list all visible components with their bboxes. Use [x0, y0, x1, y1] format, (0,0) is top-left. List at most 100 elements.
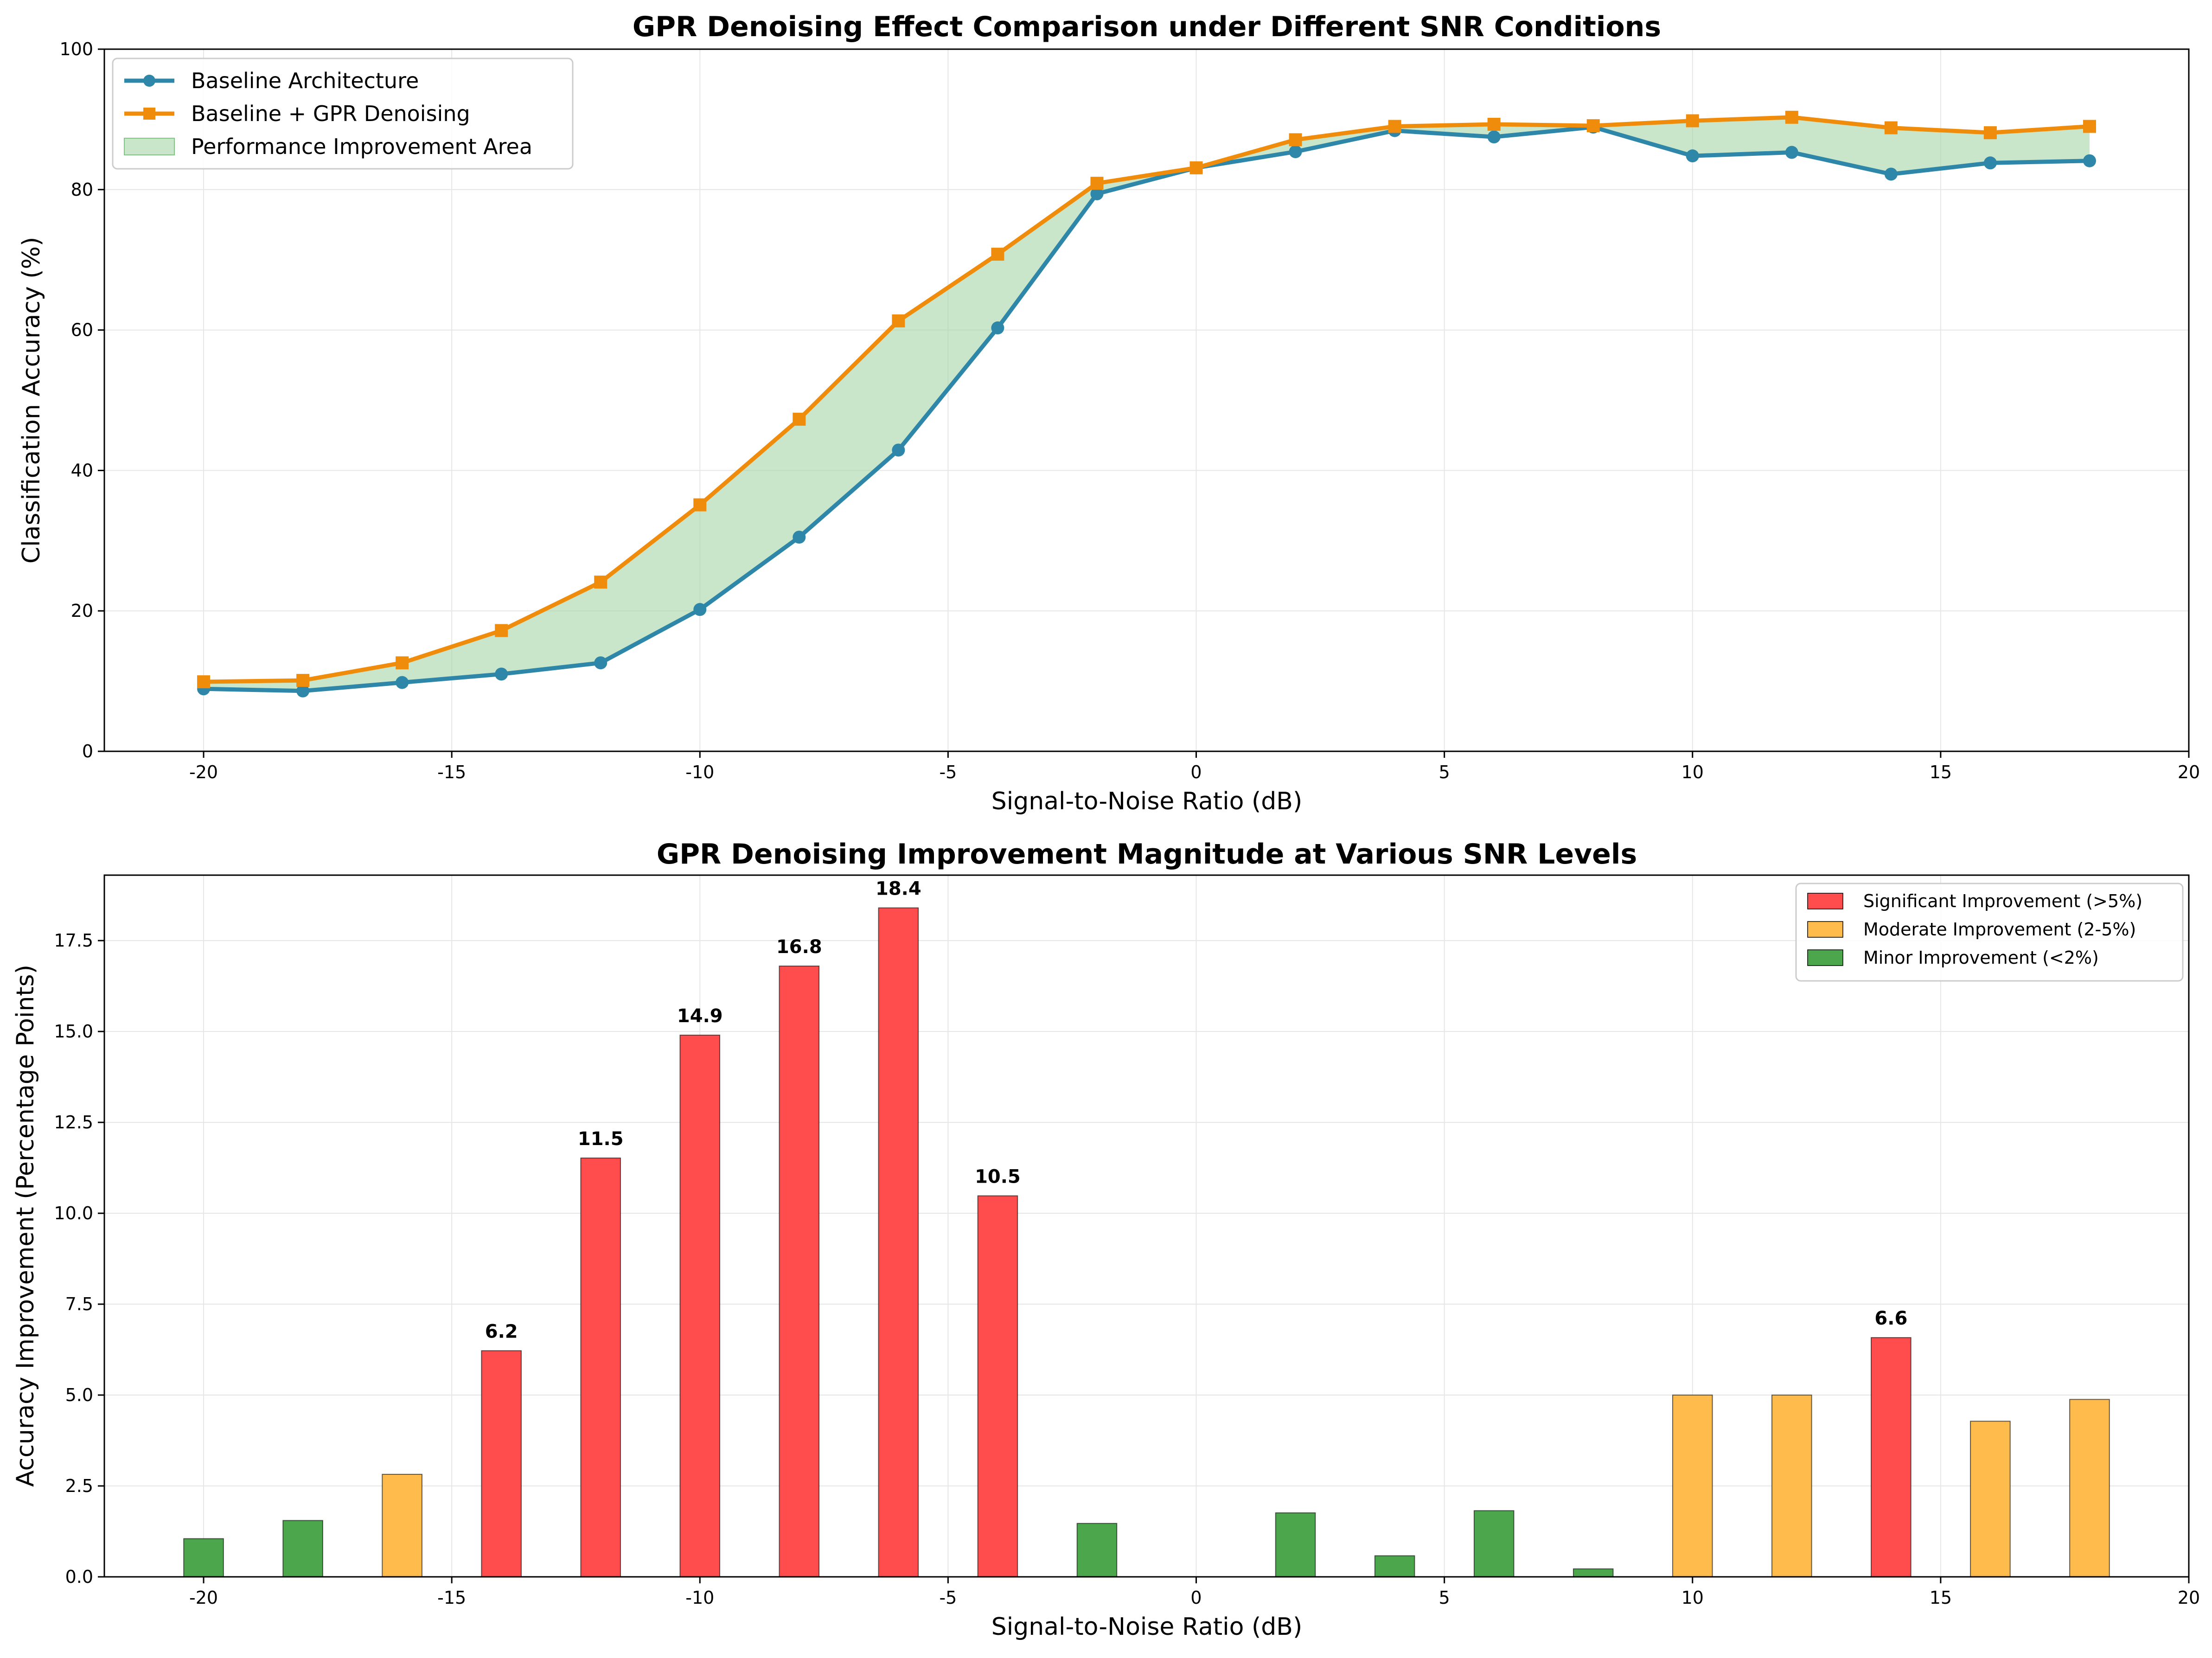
chart2-xtick-label: -10 — [685, 1588, 714, 1608]
gpr-point — [2083, 120, 2096, 133]
baseline-point — [892, 443, 905, 457]
gpr-point — [1686, 114, 1699, 128]
chart1-x-axis-label: Signal-to-Noise Ratio (dB) — [991, 787, 1303, 815]
chart2-x-ticks: -20 -15 -10 -5 0 5 10 15 20 — [189, 1577, 2200, 1608]
chart1-x-ticks: -20 -15 -10 -5 0 5 10 15 20 — [189, 751, 2200, 782]
chart1-xtick-label: 20 — [2178, 762, 2200, 782]
improvement-bar — [1970, 1421, 2011, 1577]
baseline-point — [1289, 145, 1302, 159]
improvement-bar — [1871, 1337, 1912, 1578]
improvement-bar — [878, 907, 919, 1577]
improvement-area — [204, 117, 2090, 691]
improvement-bar — [679, 1034, 721, 1577]
improvement-bar — [481, 1350, 522, 1577]
bar-value-label: 10.5 — [975, 1166, 1021, 1187]
baseline-point — [594, 656, 607, 670]
legend-minor-label: Minor Improvement (<2%) — [1863, 947, 2099, 968]
improvement-bar — [1672, 1395, 1713, 1577]
improvement-bar — [1374, 1555, 1415, 1577]
chart2-xtick-label: -20 — [189, 1588, 218, 1608]
improvement-bar — [282, 1520, 323, 1578]
chart1-improvement-area — [204, 117, 2090, 691]
chart1-xtick-label: 5 — [1439, 762, 1450, 782]
gpr-point — [1189, 161, 1203, 174]
chart1-ytick-label: 0 — [82, 741, 93, 762]
chart1-legend: Baseline Architecture Baseline + GPR Den… — [112, 58, 574, 170]
chart1-xtick-label: 10 — [1681, 762, 1704, 782]
accuracy-line-chart: GPR Denoising Effect Comparison under Di… — [18, 11, 2200, 815]
baseline-series-line — [203, 125, 2090, 693]
chart2-ytick-label: 0.0 — [65, 1567, 93, 1587]
chart1-series-lines — [203, 115, 2090, 693]
legend-significant-swatch — [1807, 893, 1843, 909]
chart2-xtick-label: 5 — [1439, 1588, 1450, 1608]
chart1-ytick-label: 20 — [71, 601, 93, 621]
gpr-point — [495, 624, 508, 637]
chart2-xtick-label: -15 — [437, 1588, 466, 1608]
gpr-point — [1586, 119, 1600, 133]
chart2-y-axis-label: Accuracy Improvement (Percentage Points) — [12, 965, 39, 1487]
improvement-bar — [2069, 1399, 2110, 1577]
improvement-bar-chart: GPR Denoising Improvement Magnitude at V… — [12, 838, 2200, 1641]
baseline-point — [1884, 167, 1898, 181]
bar-value-label: 6.2 — [485, 1321, 518, 1342]
improvement-bar — [1473, 1510, 1515, 1577]
chart2-y-ticks: 0.0 2.5 5.0 7.5 10.0 12.5 15.0 17.5 — [54, 930, 104, 1587]
chart1-xtick-label: -5 — [939, 762, 957, 782]
gpr-point — [396, 656, 409, 670]
gpr-point — [594, 576, 607, 589]
chart2-ytick-label: 2.5 — [65, 1476, 93, 1496]
chart1-ytick-label: 80 — [71, 179, 93, 200]
chart1-xtick-label: 15 — [1930, 762, 1952, 782]
gpr-point — [296, 674, 310, 687]
legend-baseline-marker-swatch — [143, 75, 155, 87]
chart2-xtick-label: 15 — [1930, 1588, 1952, 1608]
gpr-point — [892, 314, 905, 327]
chart1-markers — [197, 110, 2096, 698]
improvement-bar — [977, 1195, 1018, 1577]
chart2-ytick-label: 5.0 — [65, 1385, 93, 1405]
chart1-ytick-label: 60 — [71, 320, 93, 340]
chart1-xtick-label: 0 — [1190, 762, 1202, 782]
chart2-plot-frame — [103, 874, 2190, 1578]
gpr-point — [1884, 121, 1898, 134]
legend-gpr-label: Baseline + GPR Denoising — [191, 101, 470, 126]
chart2-title: GPR Denoising Improvement Magnitude at V… — [657, 838, 1637, 871]
gpr-point — [197, 675, 211, 689]
gpr-point — [1487, 117, 1501, 131]
chart2-legend: Significant Improvement (>5%) Moderate I… — [1795, 883, 2184, 982]
chart2-xtick-label: 20 — [2178, 1588, 2200, 1608]
chart2-ytick-label: 17.5 — [54, 930, 93, 951]
chart2-data-labels: 6.2 11.5 14.9 16.8 18.4 10.5 6.6 — [485, 878, 1908, 1343]
bar-value-label: 16.8 — [776, 936, 822, 958]
baseline-point — [2083, 154, 2096, 167]
chart1-xtick-label: -10 — [685, 762, 714, 782]
legend-area-swatch — [124, 138, 175, 155]
improvement-bar — [1573, 1568, 1614, 1578]
baseline-point — [296, 684, 310, 698]
baseline-point — [396, 676, 409, 689]
legend-moderate-label: Moderate Improvement (2-5%) — [1863, 919, 2136, 940]
chart2-legend-box — [1795, 883, 2184, 982]
chart2-ytick-label: 10.0 — [54, 1203, 93, 1223]
baseline-point — [1487, 130, 1501, 144]
chart1-xtick-label: -15 — [437, 762, 466, 782]
improvement-bar — [580, 1157, 621, 1577]
chart2-xtick-label: -5 — [939, 1588, 957, 1608]
improvement-bar — [183, 1538, 224, 1577]
legend-significant-label: Significant Improvement (>5%) — [1863, 891, 2142, 911]
improvement-bar — [779, 965, 820, 1577]
gpr-point — [1090, 177, 1104, 190]
chart1-plot-frame — [103, 48, 2190, 752]
gpr-series-line — [203, 115, 2090, 684]
baseline-point — [1983, 156, 1997, 170]
legend-minor-swatch — [1807, 949, 1843, 966]
improvement-bar — [1076, 1523, 1118, 1578]
chart2-xtick-label: 10 — [1681, 1588, 1704, 1608]
bar-value-label: 6.6 — [1874, 1308, 1907, 1329]
gpr-point — [693, 498, 707, 512]
gpr-point — [1983, 126, 1997, 140]
bar-value-label: 18.4 — [876, 878, 921, 900]
gpr-point — [1289, 133, 1302, 147]
